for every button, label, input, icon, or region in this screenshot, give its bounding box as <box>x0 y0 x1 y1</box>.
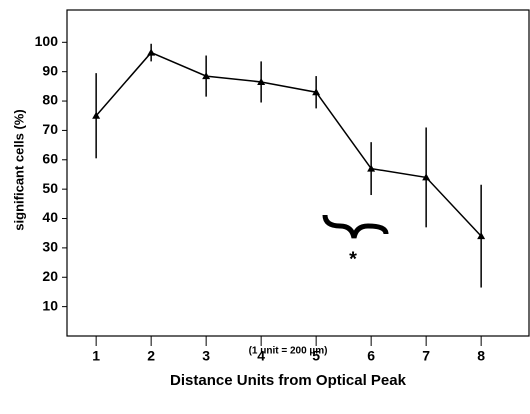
x-tick-label: 7 <box>422 348 430 364</box>
marker <box>312 88 321 96</box>
y-tick-label: 60 <box>42 150 58 166</box>
marker <box>422 173 431 181</box>
x-tick-label: 3 <box>202 348 210 364</box>
y-axis-label: significant cells (%) <box>11 109 26 230</box>
marker <box>257 77 266 85</box>
marker <box>202 72 211 80</box>
x-tick-label: 5 <box>312 348 320 364</box>
y-tick-label: 70 <box>42 121 58 137</box>
marker <box>147 48 156 56</box>
x-tick-label: 8 <box>477 348 485 364</box>
x-axis-note: (1 unit = 200 µm) <box>249 346 328 357</box>
y-tick-label: 90 <box>42 62 58 78</box>
marker <box>477 232 486 240</box>
x-tick-label: 6 <box>367 348 375 364</box>
annotation: * <box>349 248 357 270</box>
y-tick-label: 80 <box>42 92 58 108</box>
data-line <box>95 51 482 237</box>
x-tick-label: 1 <box>92 348 100 364</box>
y-tick-label: 50 <box>42 180 58 196</box>
y-tick-label: 100 <box>35 33 59 49</box>
x-tick-label: 2 <box>147 348 155 364</box>
brace <box>322 214 389 239</box>
x-axis-label: Distance Units from Optical Peak <box>170 372 407 389</box>
marker <box>367 164 376 172</box>
y-tick-label: 30 <box>42 239 58 255</box>
y-tick-label: 10 <box>42 297 58 313</box>
y-tick-label: 20 <box>42 268 58 284</box>
y-tick-label: 40 <box>42 209 58 225</box>
marker <box>92 111 101 119</box>
plot-frame <box>66 9 530 337</box>
x-tick-label: 4 <box>257 348 265 364</box>
